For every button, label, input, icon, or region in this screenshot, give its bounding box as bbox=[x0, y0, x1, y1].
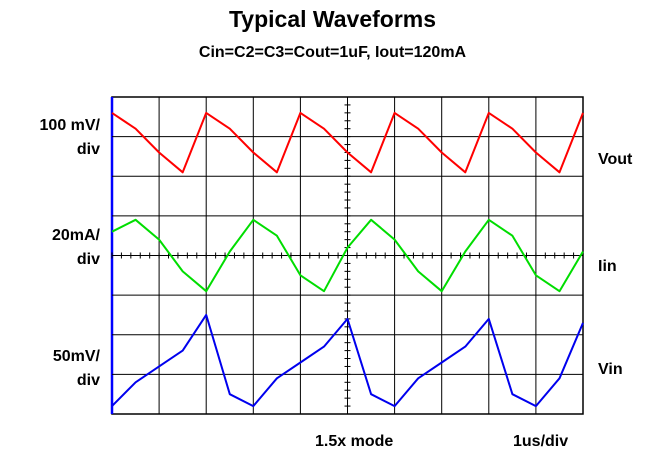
vout-scale-line1: 100 mV/ bbox=[39, 117, 100, 134]
vout-scale-label: 100 mV/ div bbox=[2, 114, 100, 162]
mode-label: 1.5x mode bbox=[315, 433, 394, 450]
iin-scale-label: 20mA/ div bbox=[2, 224, 100, 272]
vin-scale-line2: div bbox=[76, 372, 100, 389]
vin-scale-line1: 50mV/ bbox=[52, 348, 100, 365]
trace-vout bbox=[111, 111, 584, 174]
traces bbox=[111, 111, 584, 408]
trace-vin bbox=[111, 313, 584, 408]
trace-iin bbox=[111, 218, 584, 293]
iin-trace-label: Iin bbox=[598, 258, 617, 275]
iin-scale-line1: 20mA/ bbox=[51, 227, 100, 244]
timebase-label: 1us/div bbox=[513, 433, 569, 450]
vout-trace-label: Vout bbox=[598, 151, 633, 168]
chart-subtitle: Cin=C2=C3=Cout=1uF, Iout=120mA bbox=[198, 44, 467, 61]
vout-scale-line2: div bbox=[76, 141, 100, 158]
chart-title: Typical Waveforms bbox=[228, 6, 437, 32]
vin-trace-label: Vin bbox=[598, 361, 623, 378]
graticule bbox=[110, 96, 584, 415]
vin-scale-label: 50mV/ div bbox=[2, 345, 100, 393]
iin-scale-line2: div bbox=[76, 251, 100, 268]
